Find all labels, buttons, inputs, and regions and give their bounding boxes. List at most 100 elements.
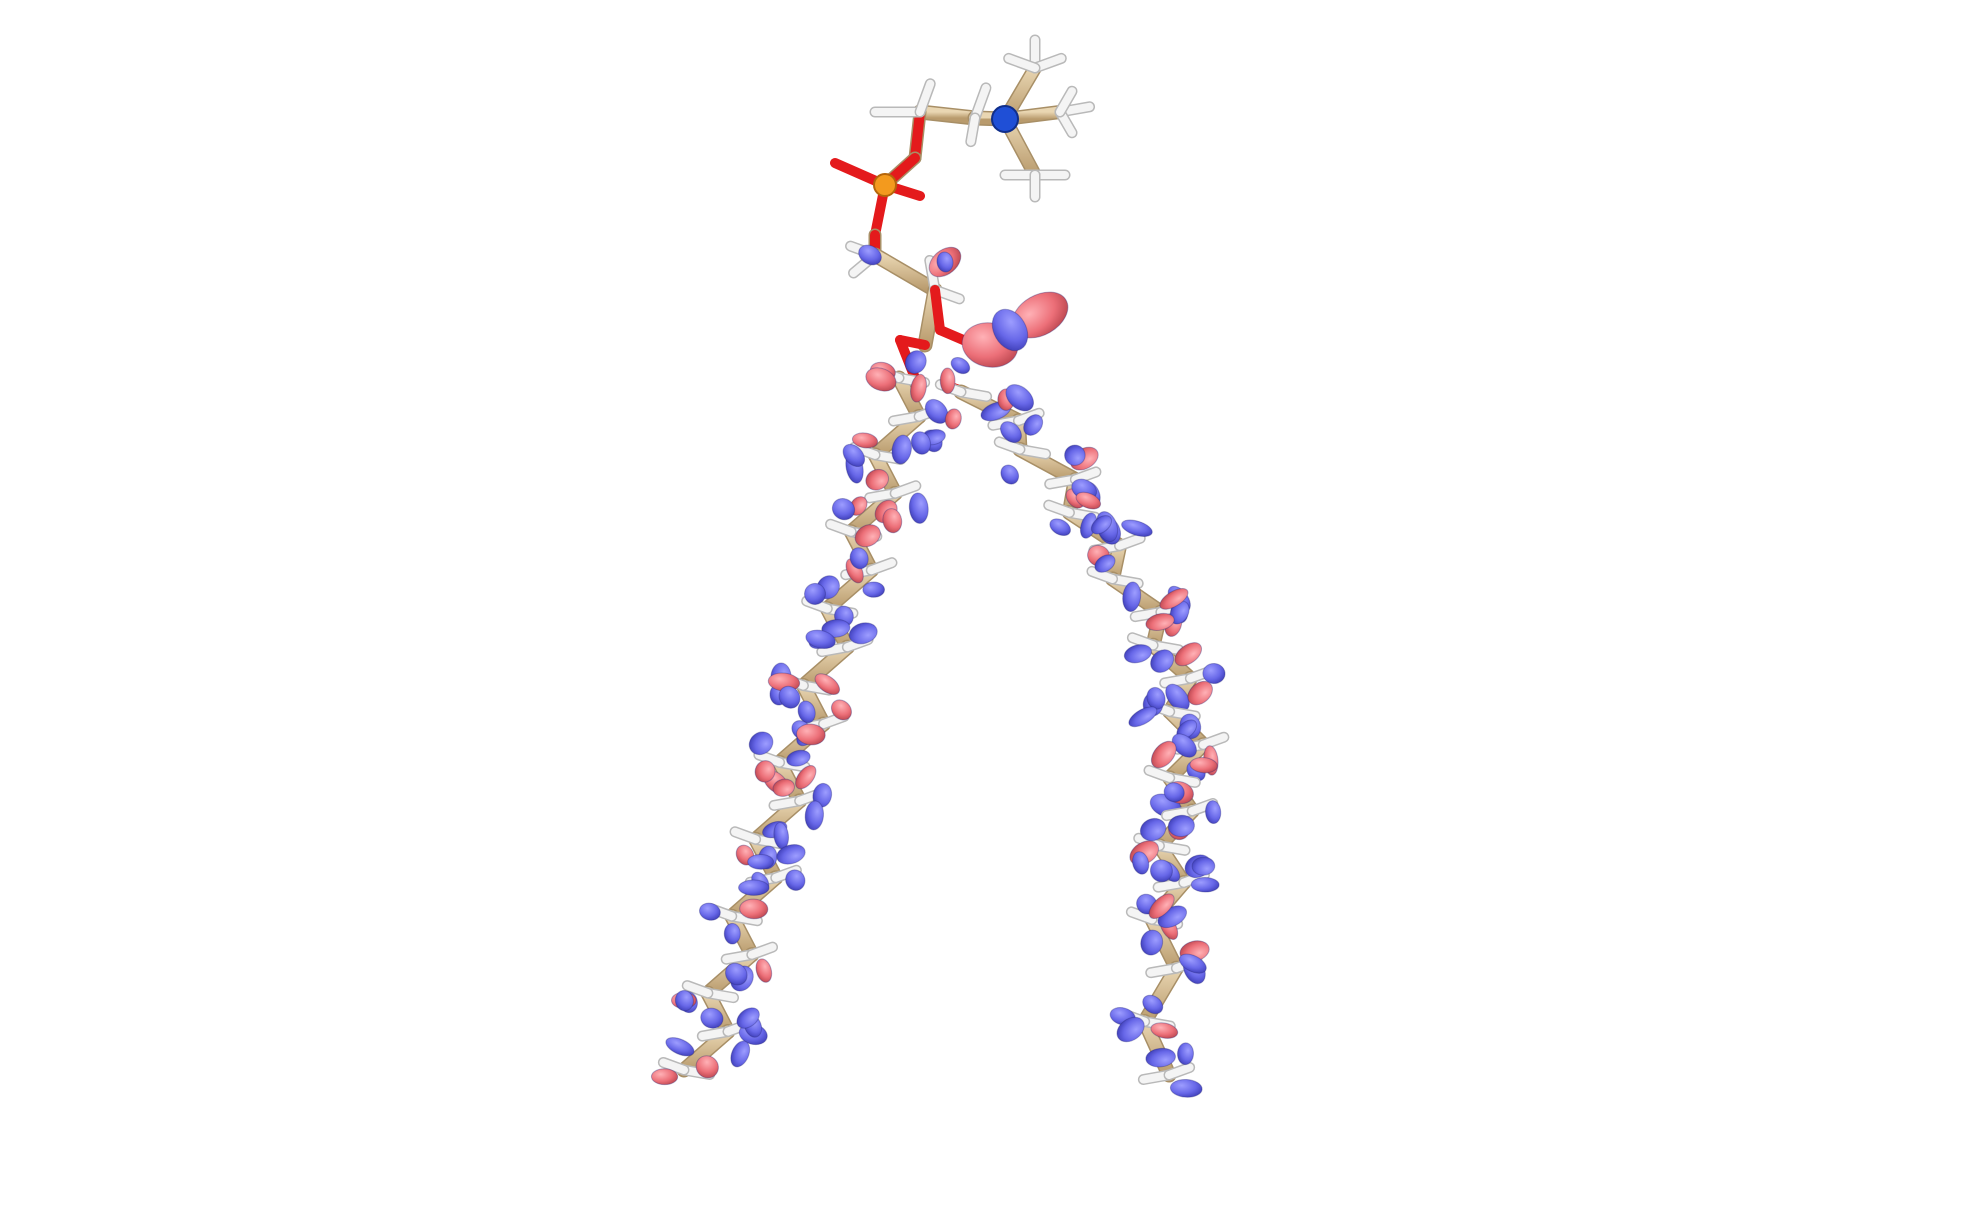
sn1-chain-orbital-lobe-9-3 — [814, 673, 841, 695]
sn2-chain-h-5b — [1044, 501, 1074, 517]
sn1-chain-orbital-lobe-11-3 — [754, 760, 776, 783]
sn1-chain-orbital-lobe-7-2 — [804, 582, 826, 605]
h-m1c — [1004, 54, 1039, 72]
h-c2b — [966, 114, 979, 146]
sn1-chain-orbital-lobe-11-4 — [786, 749, 811, 767]
phosphorus-atom — [873, 173, 897, 197]
sn2-chain-h-2b — [1014, 409, 1044, 425]
choline-bond-1 — [914, 106, 981, 124]
sn2-chain-h-7b — [1087, 567, 1117, 583]
sn2-chain-h-6b — [1115, 534, 1145, 550]
sn2-chain-h-20b — [1165, 1063, 1194, 1079]
glycerol-bond-1 — [869, 249, 941, 296]
sn1-chain-h-4b — [891, 481, 920, 498]
sn1-chain-orbital-lobe-10-2 — [830, 699, 852, 721]
sn1-chain-orbital-lobe-3-5 — [891, 434, 912, 465]
sn1-chain-h-6b — [867, 558, 896, 575]
sn2-chain-orbital-lobe-1-3 — [939, 367, 956, 395]
sn1-chain-orbital-lobe-1-2 — [904, 350, 927, 374]
sn2-chain-orbital-lobe-14-5 — [1163, 782, 1185, 803]
orbital-lobe-head-6 — [936, 251, 954, 273]
sn1-chain-h-11b — [754, 750, 784, 767]
sn2-chain-orbital-lobe-9-1 — [1123, 644, 1153, 664]
sn2-chain-orbital-lobe-15-3 — [1132, 851, 1150, 875]
sn2-chain-orbital-lobe-1-2 — [944, 408, 962, 430]
sn2-chain-orbital-lobe-14-2 — [1167, 814, 1195, 838]
sn1-chain-h-13b — [730, 827, 760, 844]
sn1-chain-orbital-lobe-9-5 — [778, 685, 801, 709]
sn1-chain-orbital-lobe-14-2 — [738, 879, 770, 896]
sn1-chain-orbital-lobe-19-2 — [695, 1055, 719, 1079]
nitrogen-atom — [991, 105, 1019, 133]
sn1-chain-orbital-lobe-5-2 — [831, 498, 856, 521]
sn2-chain-orbital-lobe-19-2 — [1116, 1016, 1145, 1043]
sn1-chain-h-17b — [683, 981, 712, 998]
sn2-chain-h-12b — [1199, 733, 1228, 749]
sn1-chain-orbital-lobe-16-3 — [724, 962, 748, 986]
orbital-lobe-head-5 — [858, 244, 882, 266]
sn2-chain-orbital-lobe-16-3 — [1191, 856, 1216, 876]
sn2-chain-orbital-lobe-17-5 — [1148, 893, 1175, 920]
sn2-chain-orbital-lobe-9-3 — [1145, 612, 1175, 631]
sn2-chain-h-13b — [1145, 766, 1174, 782]
orbital-lobe-head-4 — [991, 308, 1029, 352]
o-link-1 — [910, 107, 925, 163]
sn1-chain-orbital-lobe-19-1 — [650, 1068, 679, 1086]
sn1-chain-orbital-lobe-15-3 — [698, 902, 721, 921]
sn2-chain-orbital-lobe-14-3 — [1205, 800, 1222, 825]
sn1-chain-orbital-lobe-2-1 — [924, 398, 949, 424]
h-c1b — [916, 79, 935, 116]
sn1-chain-orbital-lobe-4-2 — [882, 508, 903, 534]
h-m2c — [1056, 87, 1076, 116]
sn1-chain-orbital-lobe-6-3 — [849, 547, 869, 570]
sn1-chain-orbital-lobe-17-2 — [700, 1007, 724, 1029]
sn2-chain-orbital-lobe-15-1 — [1139, 817, 1167, 842]
sn1-chain-h-16b — [747, 943, 777, 959]
sn2-chain-orbital-lobe-20-1 — [1145, 1047, 1176, 1068]
sn2-chain-orbital-lobe-2-3 — [1005, 384, 1034, 412]
sn2-chain-orbital-lobe-16-4 — [1190, 876, 1220, 893]
sn2-chain-orbital-lobe-5-1 — [1049, 518, 1071, 537]
sn2-chain-bond-18 — [1138, 962, 1183, 1028]
sn1-chain-orbital-lobe-3-1 — [851, 432, 879, 449]
sn2-chain-orbital-lobe-16-5 — [1149, 859, 1173, 883]
sn1-chain-orbital-lobe-2-4 — [910, 431, 932, 455]
sn1-chain-orbital-lobe-4-3 — [908, 492, 929, 524]
sn2-chain-orbital-lobe-11-3 — [1146, 686, 1166, 710]
sn1-chain-h-5b — [826, 520, 856, 536]
sn2-chain-orbital-lobe-18-3 — [1178, 953, 1207, 974]
sn1-chain-orbital-lobe-8-2 — [821, 618, 851, 638]
sn1-chain-orbital-lobe-8-4 — [805, 629, 836, 650]
sn1-chain-orbital-lobe-18-4 — [730, 1040, 751, 1068]
sn1-chain-h-19b — [659, 1058, 688, 1074]
sn2-chain-orbital-lobe-8-4 — [1169, 600, 1190, 625]
sn2-chain-h-3b — [995, 437, 1024, 454]
sn1-chain-orbital-lobe-15-1 — [739, 898, 769, 920]
sn2-chain-orbital-lobe-7-3 — [1094, 554, 1116, 573]
ester-o-3 — [930, 285, 945, 335]
sn2-chain-orbital-lobe-20-3 — [1177, 1042, 1194, 1066]
sn1-chain-orbital-lobe-17-4 — [674, 990, 694, 1012]
sn1-chain-orbital-lobe-11-2 — [748, 731, 774, 756]
sn1-chain-orbital-lobe-13-5 — [747, 853, 775, 870]
sn1-chain-orbital-lobe-1-3 — [910, 373, 927, 403]
sn2-chain-orbital-lobe-4-2 — [1064, 444, 1086, 466]
sn2-chain-orbital-lobe-11-4 — [1128, 706, 1158, 728]
sn2-chain-orbital-lobe-7-2 — [1122, 581, 1142, 613]
sn2-chain-orbital-lobe-19-4 — [1142, 994, 1164, 1015]
sn2-chain-orbital-lobe-3-1 — [1000, 421, 1022, 444]
sn1-chain-orbital-lobe-14-3 — [776, 844, 806, 865]
sn2-chain-orbital-lobe-10-4 — [1174, 642, 1203, 667]
sn1-chain-orbital-lobe-18-3 — [736, 1007, 760, 1029]
sn1-chain-orbital-lobe-10-5 — [796, 723, 826, 746]
sn2-chain-orbital-lobe-10-3 — [1187, 680, 1213, 706]
sn2-chain-orbital-lobe-1-1 — [950, 357, 971, 375]
sn1-chain-orbital-lobe-5-3 — [854, 524, 881, 548]
sn2-chain-orbital-lobe-17-4 — [1140, 929, 1164, 956]
sn1-chain-orbital-lobe-14-4 — [785, 869, 806, 891]
sn1-chain-orbital-lobe-12-4 — [772, 778, 795, 797]
sn2-chain-h-9b — [1128, 633, 1158, 650]
sn1-chain-orbital-lobe-12-1 — [795, 765, 817, 790]
